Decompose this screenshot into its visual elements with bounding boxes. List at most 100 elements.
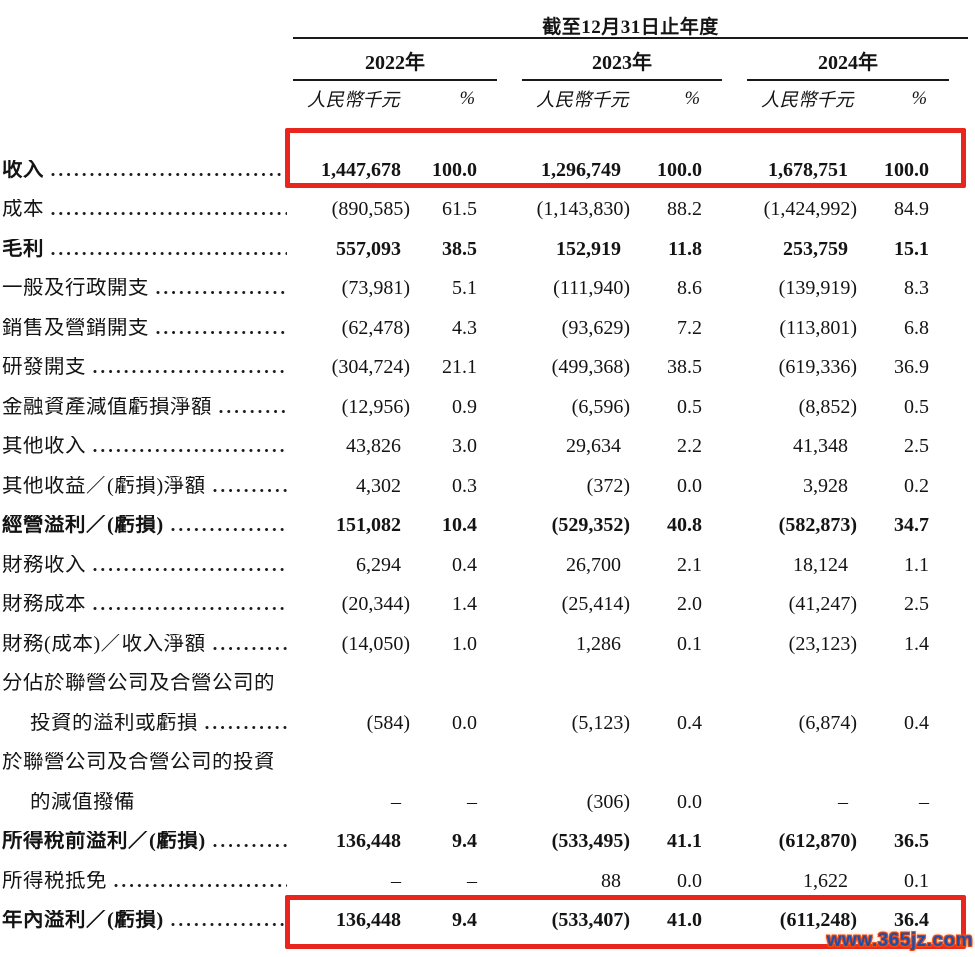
table-row: 於聯營公司及合營公司的投資 [0,743,949,783]
percent-cell: 2.5 [904,593,929,616]
amount-cell: 43,826 [346,435,401,458]
row-label-text: 其他收益／(虧損)淨額 [2,475,206,496]
percent-cell: 1.0 [452,632,477,655]
amount-cell: 1,447,678 [321,158,401,181]
row-label: 分佔於聯營公司及合營公司的 [0,673,949,694]
amount-cell: 3,928 [803,474,848,497]
percent-cell: 36.5 [894,830,929,853]
percent-cell: – [919,790,929,813]
amount-cell: (62,478) [341,316,410,339]
row-label-text: 研發開支 [2,357,86,378]
percent-cell: 5.1 [452,277,477,300]
row-label-text: 財務收入 [2,554,86,575]
percent-cell: 0.3 [452,474,477,497]
table-row: 其他收入 43,826 3.0 29,634 2.2 41,348 2.5 [0,427,949,467]
amount-cell: 18,124 [793,553,848,576]
row-label-text: 銷售及營銷開支 [2,317,149,338]
row-label-text: 財務(成本)／收入淨額 [2,633,206,654]
amount-cell: 41,348 [793,435,848,458]
table-row: 年內溢利／(虧損) 136,448 9.4 (533,407) 41.0 (611,248… [0,901,949,941]
row-label: 於聯營公司及合營公司的投資 [0,752,949,773]
unit-label-2024: 人民幣千元 [761,91,854,111]
amount-cell: (304,724) [331,356,410,379]
percent-cell: 0.0 [677,869,702,892]
amount-cell: (73,981) [341,277,410,300]
percent-cell: 0.4 [452,553,477,576]
percent-cell: 3.0 [452,435,477,458]
amount-cell: 1,296,749 [541,158,621,181]
table-row: 毛利 557,093 38.5 152,919 11.8 253,759 15.1 [0,229,949,269]
amount-cell: (23,123) [788,632,857,655]
dot-leader [170,923,287,926]
percent-cell: 41.1 [667,830,702,853]
amount-cell: – [391,790,401,813]
amount-cell: (611,248) [779,909,857,932]
row-label: 經營溢利／(虧損) [0,515,293,536]
percent-cell: 21.1 [442,356,477,379]
percent-cell: 38.5 [667,356,702,379]
row-label: 成本 [0,199,293,220]
table-row: 財務收入 6,294 0.4 26,700 2.1 18,124 1.1 [0,545,949,585]
dot-leader [93,370,287,373]
amount-cell: 1,678,751 [768,158,848,181]
unit-label-2022: 人民幣千元 [307,91,400,111]
percent-cell: 6.8 [904,316,929,339]
amount-cell: 1,622 [803,869,848,892]
row-label-text: 投資的溢利或虧損 [30,712,198,733]
amount-cell: 151,082 [336,514,401,537]
percent-cell: 40.8 [667,514,702,537]
table-row: 所得稅前溢利／(虧損) 136,448 9.4 (533,495) 41.1 (612,8… [0,822,949,862]
dot-leader [219,409,287,413]
row-label-text: 經營溢利／(虧損) [2,515,164,536]
percent-cell: 2.0 [677,593,702,616]
amount-cell: (499,368) [551,356,630,379]
amount-cell: (41,247) [788,593,857,616]
amount-cell: (6,596) [571,395,630,418]
row-label: 金融資產減值虧損淨額 [0,397,293,418]
percent-label-2024: % [911,88,927,109]
amount-cell: (113,801) [779,316,857,339]
amount-cell: (306) [586,790,630,813]
percent-cell: 0.0 [677,790,702,813]
amount-cell: 1,286 [576,632,621,655]
table-row: 分佔於聯營公司及合營公司的 [0,664,949,704]
amount-cell: (612,870) [778,830,857,853]
row-label: 一般及行政開支 [0,278,293,299]
row-label: 所得稅前溢利／(虧損) [0,831,293,852]
dot-leader [51,251,287,255]
dot-leader [114,883,287,887]
table-row: 其他收益／(虧損)淨額 4,302 0.3 (372) 0.0 3,928 0.2 [0,466,949,506]
percent-cell: 1.1 [904,553,929,576]
percent-cell: 0.4 [904,711,929,734]
table-row: 金融資產減值虧損淨額 (12,956) 0.9 (6,596) 0.5 (8,852) 0.… [0,387,949,427]
amount-cell: (8,852) [798,395,857,418]
percent-cell: 2.1 [677,553,702,576]
row-label-text: 年內溢利／(虧損) [2,910,164,931]
year-header-2022: 2022年 [293,46,497,81]
percent-cell: – [467,869,477,892]
row-label: 收入 [0,160,293,181]
row-label: 研發開支 [0,357,293,378]
unit-label-2023: 人民幣千元 [536,91,629,111]
amount-cell: 136,448 [336,909,401,932]
amount-cell: – [391,869,401,892]
row-label-text: 所得税抵免 [2,870,107,891]
percent-cell: 9.4 [452,909,477,932]
column-subheader-row: 人民幣千元 % 人民幣千元 % 人民幣千元 % [0,86,949,112]
row-label: 投資的溢利或虧損 [0,713,293,734]
percent-cell: 0.5 [677,395,702,418]
header-top-rule [293,37,968,39]
amount-cell: (111,940) [553,277,630,300]
percent-cell: 8.6 [677,277,702,300]
amount-cell: – [838,790,848,813]
row-label-text: 一般及行政開支 [2,278,149,299]
percent-cell: 0.1 [677,632,702,655]
row-label-text: 於聯營公司及合營公司的投資 [2,752,275,773]
year-header-2024: 2024年 [747,46,949,81]
amount-cell: (584) [366,711,410,734]
percent-label-2022: % [459,88,475,109]
row-label: 財務成本 [0,594,293,615]
amount-cell: (533,407) [551,909,630,932]
row-label: 其他收益／(虧損)淨額 [0,476,293,497]
